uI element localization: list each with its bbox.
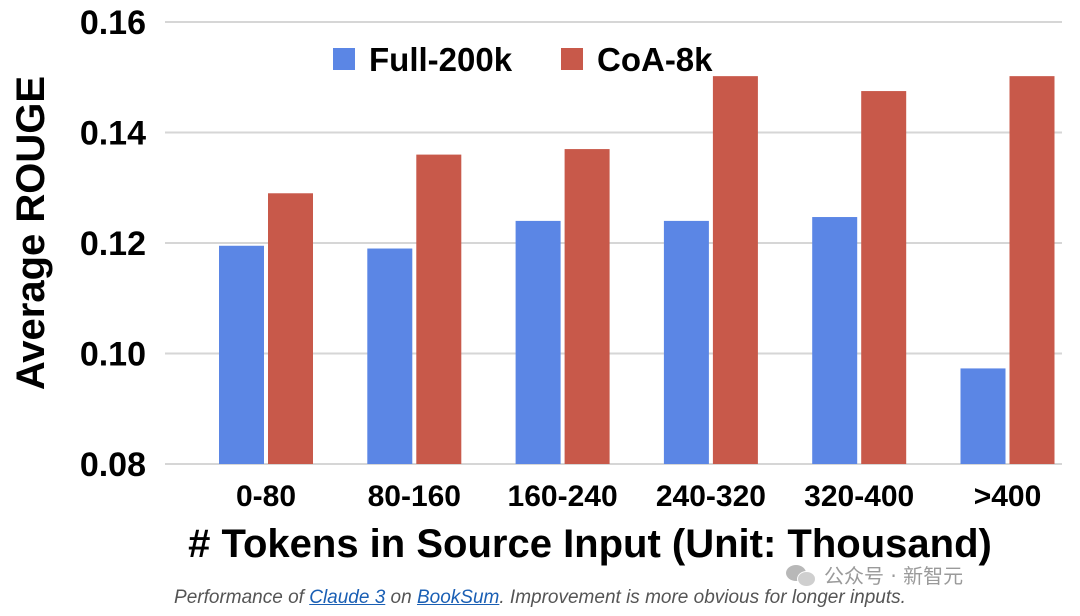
bar-full-200k-3 [663, 220, 709, 464]
y-tick-label: 0.10 [80, 336, 146, 374]
x-tick-label: 0-80 [236, 480, 296, 513]
bar-chart: 0.08 0.10 0.12 0.14 0.16 0-80 80-160 160-240 24… [9, 4, 1062, 566]
y-tick-label: 0.12 [80, 225, 146, 263]
caption-middle: on [385, 587, 417, 608]
bar-coa-8k-3 [712, 76, 758, 465]
bar-full-200k-5 [960, 368, 1006, 464]
bar-coa-8k-0 [268, 193, 313, 464]
bar-full-200k-1 [367, 248, 413, 464]
x-axis-label: # Tokens in Source Input (Unit: Thousand… [188, 522, 992, 566]
x-tick-labels: 0-80 80-160 160-240 240-320 320-400 >400 [236, 480, 1041, 513]
y-axis-label: Average ROUGE [9, 76, 53, 390]
bars [219, 76, 1055, 465]
watermark-text: 公众号 · 新智元 [824, 564, 964, 588]
bar-coa-8k-2 [564, 149, 610, 464]
bar-coa-8k-5 [1009, 76, 1055, 465]
legend-swatch-coa-8k [561, 48, 583, 70]
x-tick-label: 160-240 [508, 480, 618, 513]
bar-full-200k-2 [515, 220, 561, 464]
legend-label-full-200k: Full-200k [369, 41, 513, 78]
legend: Full-200k CoA-8k [333, 41, 713, 78]
caption-prefix: Performance of [174, 587, 310, 608]
bar-full-200k-4 [812, 217, 858, 464]
bar-coa-8k-1 [416, 154, 462, 464]
x-tick-label: 240-320 [656, 480, 766, 513]
wechat-icon [786, 563, 816, 587]
gridlines [165, 21, 1062, 465]
x-tick-label: >400 [974, 480, 1042, 513]
claude-3-link[interactable]: Claude 3 [309, 587, 386, 608]
x-tick-label: 80-160 [368, 480, 461, 513]
legend-swatch-full-200k [333, 48, 355, 70]
y-tick-labels: 0.08 0.10 0.12 0.14 0.16 [80, 4, 146, 484]
y-tick-label: 0.08 [80, 446, 146, 484]
y-tick-label: 0.14 [80, 115, 146, 153]
booksum-link[interactable]: BookSum [416, 587, 500, 608]
bar-full-200k-0 [219, 245, 264, 464]
y-tick-label: 0.16 [80, 4, 146, 42]
bar-coa-8k-4 [861, 91, 907, 464]
x-tick-label: 320-400 [804, 480, 914, 513]
caption-suffix: . Improvement is more obvious for longer… [499, 587, 906, 608]
watermark: 公众号 · 新智元 [786, 560, 963, 589]
legend-label-coa-8k: CoA-8k [597, 41, 713, 78]
figure-caption: Performance of Claude 3 on BookSum. Impr… [0, 587, 1080, 609]
